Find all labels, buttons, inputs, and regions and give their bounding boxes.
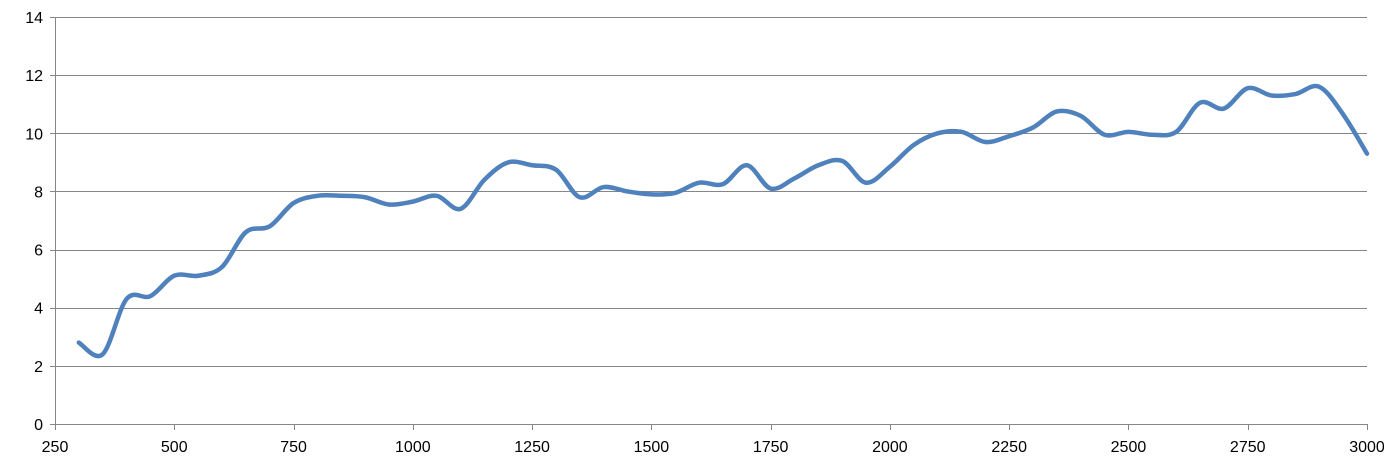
- y-tick-label: 2: [34, 359, 43, 376]
- y-tick-label: 4: [34, 301, 43, 318]
- x-tick-label: 3000: [1349, 439, 1384, 456]
- x-tick-label: 2750: [1230, 439, 1266, 456]
- x-tick-label: 2500: [1111, 439, 1147, 456]
- y-tick-label: 12: [25, 68, 43, 85]
- x-tick-label: 2250: [991, 439, 1027, 456]
- x-tick-label: 1500: [634, 439, 670, 456]
- x-tick-label: 500: [161, 439, 188, 456]
- y-tick-label: 0: [34, 417, 43, 434]
- x-tick-label: 1000: [395, 439, 431, 456]
- x-tick-label: 750: [280, 439, 307, 456]
- series-line-0: [76, 83, 1370, 359]
- x-tick-label: 2000: [872, 439, 908, 456]
- y-tick-label: 8: [34, 184, 43, 201]
- x-tick-label: 1250: [514, 439, 550, 456]
- y-tick-label: 14: [25, 10, 43, 27]
- x-tick-label: 1750: [753, 439, 789, 456]
- y-tick-label: 6: [34, 243, 43, 260]
- x-tick-label: 250: [42, 439, 69, 456]
- axes: [50, 17, 1368, 430]
- tick-labels: 0 2 4 6 8 10 12 14 250 500 750 1000 1250 1500 1750 2000…: [25, 10, 1384, 456]
- y-tick-label: 10: [25, 126, 43, 143]
- series-layer: [76, 83, 1370, 359]
- gridlines: [55, 17, 1367, 367]
